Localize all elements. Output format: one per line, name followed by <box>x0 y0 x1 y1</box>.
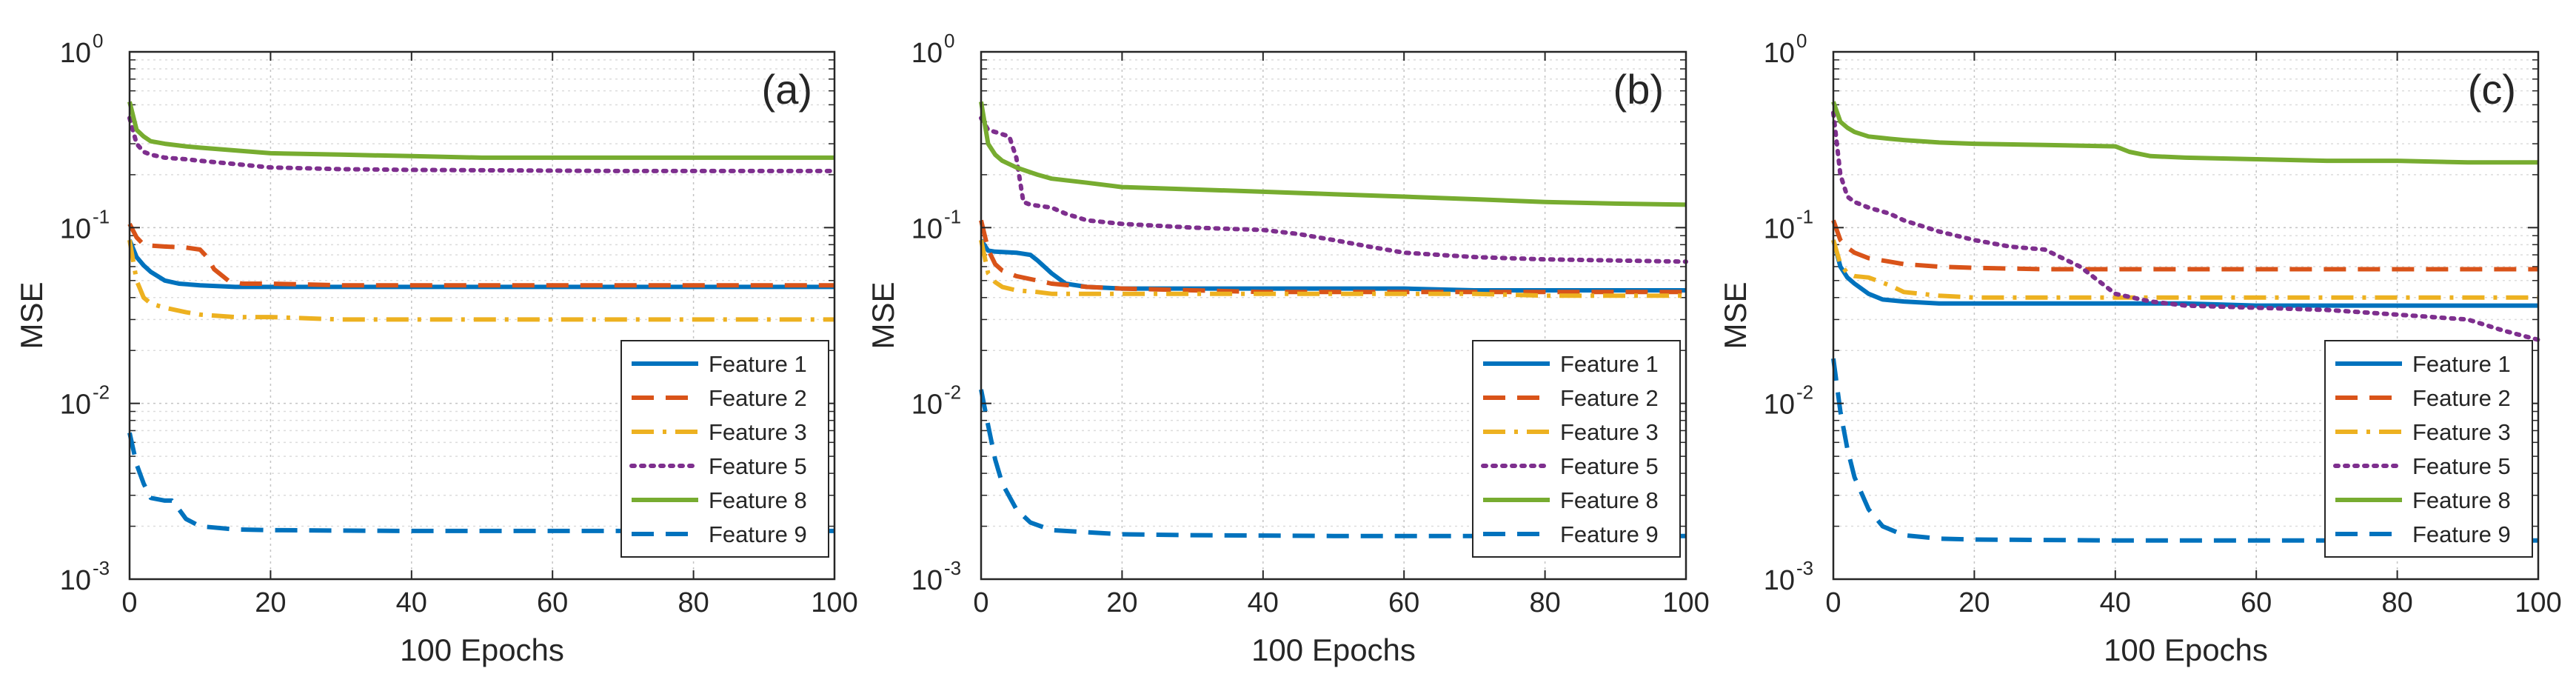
series-line-feature-3 <box>979 239 1686 298</box>
legend-label: Feature 1 <box>2412 351 2511 377</box>
x-tick-label: 40 <box>2100 587 2131 618</box>
series-line-feature-5 <box>127 116 837 173</box>
y-tick-exponent: -1 <box>93 205 110 227</box>
y-tick-label: 10 <box>1764 565 1795 596</box>
y-tick-exponent: 0 <box>1796 30 1807 52</box>
legend-box <box>2324 340 2533 558</box>
y-tick-exponent: -1 <box>944 205 961 227</box>
legend: Feature 1 Feature 2 Feature 3 Feature 5 Feat… <box>2324 340 2533 558</box>
x-axis-label: 100 Epochs <box>2104 632 2268 667</box>
y-tick-label: 10 <box>60 390 91 421</box>
legend-box <box>620 340 829 558</box>
y-tick-label: 10 <box>1764 213 1795 244</box>
x-tick-label: 100 <box>811 587 857 618</box>
panel-label: (b) <box>1613 66 1664 113</box>
legend-label: Feature 3 <box>2412 419 2511 445</box>
y-tick-exponent: -2 <box>1796 381 1813 404</box>
legend-label: Feature 2 <box>709 385 807 411</box>
series-line-feature-5 <box>979 116 1688 264</box>
axes-box <box>1832 50 2540 581</box>
series-line-feature-8 <box>979 101 1687 207</box>
y-tick-exponent: -2 <box>93 381 110 404</box>
y-tick-exponent: -2 <box>944 381 961 404</box>
x-tick-label: 0 <box>121 587 137 618</box>
y-tick-exponent: 0 <box>944 30 954 52</box>
x-tick-label: 60 <box>2241 587 2272 618</box>
x-tick-label: 80 <box>678 587 709 618</box>
legend-label: Feature 5 <box>1560 453 1659 479</box>
x-axis-label: 100 Epochs <box>400 632 564 667</box>
legend: Feature 1 Feature 2 Feature 3 Feature 5 Feat… <box>620 340 829 558</box>
series-line-feature-2 <box>127 222 834 288</box>
y-tick-label: 10 <box>1764 390 1795 421</box>
y-tick-label: 10 <box>60 565 91 596</box>
y-tick-label: 10 <box>60 38 91 69</box>
axes-box <box>980 50 1687 581</box>
y-axis-label: MSE <box>1718 281 1753 349</box>
legend-label: Feature 8 <box>2412 487 2511 513</box>
y-tick-exponent: -1 <box>1796 205 1813 227</box>
series-line-feature-1 <box>1831 239 2538 308</box>
legend-label: Feature 9 <box>2412 521 2511 547</box>
x-tick-label: 60 <box>1388 587 1419 618</box>
y-tick-exponent: -3 <box>944 557 961 579</box>
x-tick-label: 0 <box>1825 587 1841 618</box>
series-line-feature-5 <box>1831 110 2540 342</box>
y-tick-label: 10 <box>911 390 943 421</box>
series-line-feature-8 <box>127 101 834 160</box>
y-axis-label: MSE <box>14 281 49 349</box>
legend-label: Feature 2 <box>2412 385 2511 411</box>
y-tick-exponent: -3 <box>93 557 110 579</box>
series-line-feature-1 <box>127 238 834 290</box>
legend-label: Feature 8 <box>1560 487 1659 513</box>
y-tick-label: 10 <box>1764 38 1795 69</box>
x-axis-label: 100 Epochs <box>1251 632 1416 667</box>
legend-label: Feature 9 <box>709 521 807 547</box>
legend-label: Feature 1 <box>1560 351 1659 377</box>
legend-label: Feature 5 <box>2412 453 2511 479</box>
legend-label: Feature 2 <box>1560 385 1659 411</box>
series-line-feature-1 <box>979 238 1686 293</box>
y-axis-label: MSE <box>866 281 900 349</box>
legend-label: Feature 1 <box>709 351 807 377</box>
y-tick-label: 10 <box>911 38 943 69</box>
series-line-feature-2 <box>979 219 1686 295</box>
x-tick-label: 0 <box>973 587 988 618</box>
legend-label: Feature 9 <box>1560 521 1659 547</box>
legend-box <box>1472 340 1681 558</box>
legend-label: Feature 8 <box>709 487 807 513</box>
legend-label: Feature 3 <box>1560 419 1659 445</box>
y-tick-exponent: 0 <box>93 30 103 52</box>
series-line-feature-3 <box>1831 239 2538 300</box>
x-tick-label: 80 <box>2381 587 2412 618</box>
legend-label: Feature 5 <box>709 453 807 479</box>
x-tick-label: 100 <box>2515 587 2561 618</box>
y-tick-label: 10 <box>911 213 943 244</box>
panel-label: (a) <box>762 66 812 113</box>
x-tick-label: 40 <box>1248 587 1279 618</box>
x-tick-label: 40 <box>396 587 427 618</box>
y-tick-label: 10 <box>911 565 943 596</box>
series-line-feature-3 <box>127 239 834 322</box>
series-line-feature-8 <box>1831 101 2538 165</box>
x-tick-label: 20 <box>1106 587 1137 618</box>
legend: Feature 1 Feature 2 Feature 3 Feature 5 Feat… <box>1472 340 1681 558</box>
y-tick-exponent: -3 <box>1796 557 1813 579</box>
x-tick-label: 60 <box>537 587 568 618</box>
legend-label: Feature 3 <box>709 419 807 445</box>
x-tick-label: 20 <box>1958 587 1990 618</box>
x-tick-label: 80 <box>1529 587 1560 618</box>
x-tick-label: 100 <box>1662 587 1709 618</box>
y-tick-label: 10 <box>60 213 91 244</box>
x-tick-label: 20 <box>255 587 286 618</box>
series-line-feature-2 <box>1831 219 2538 272</box>
axes-box <box>128 50 836 581</box>
panel-label: (c) <box>2468 66 2516 113</box>
